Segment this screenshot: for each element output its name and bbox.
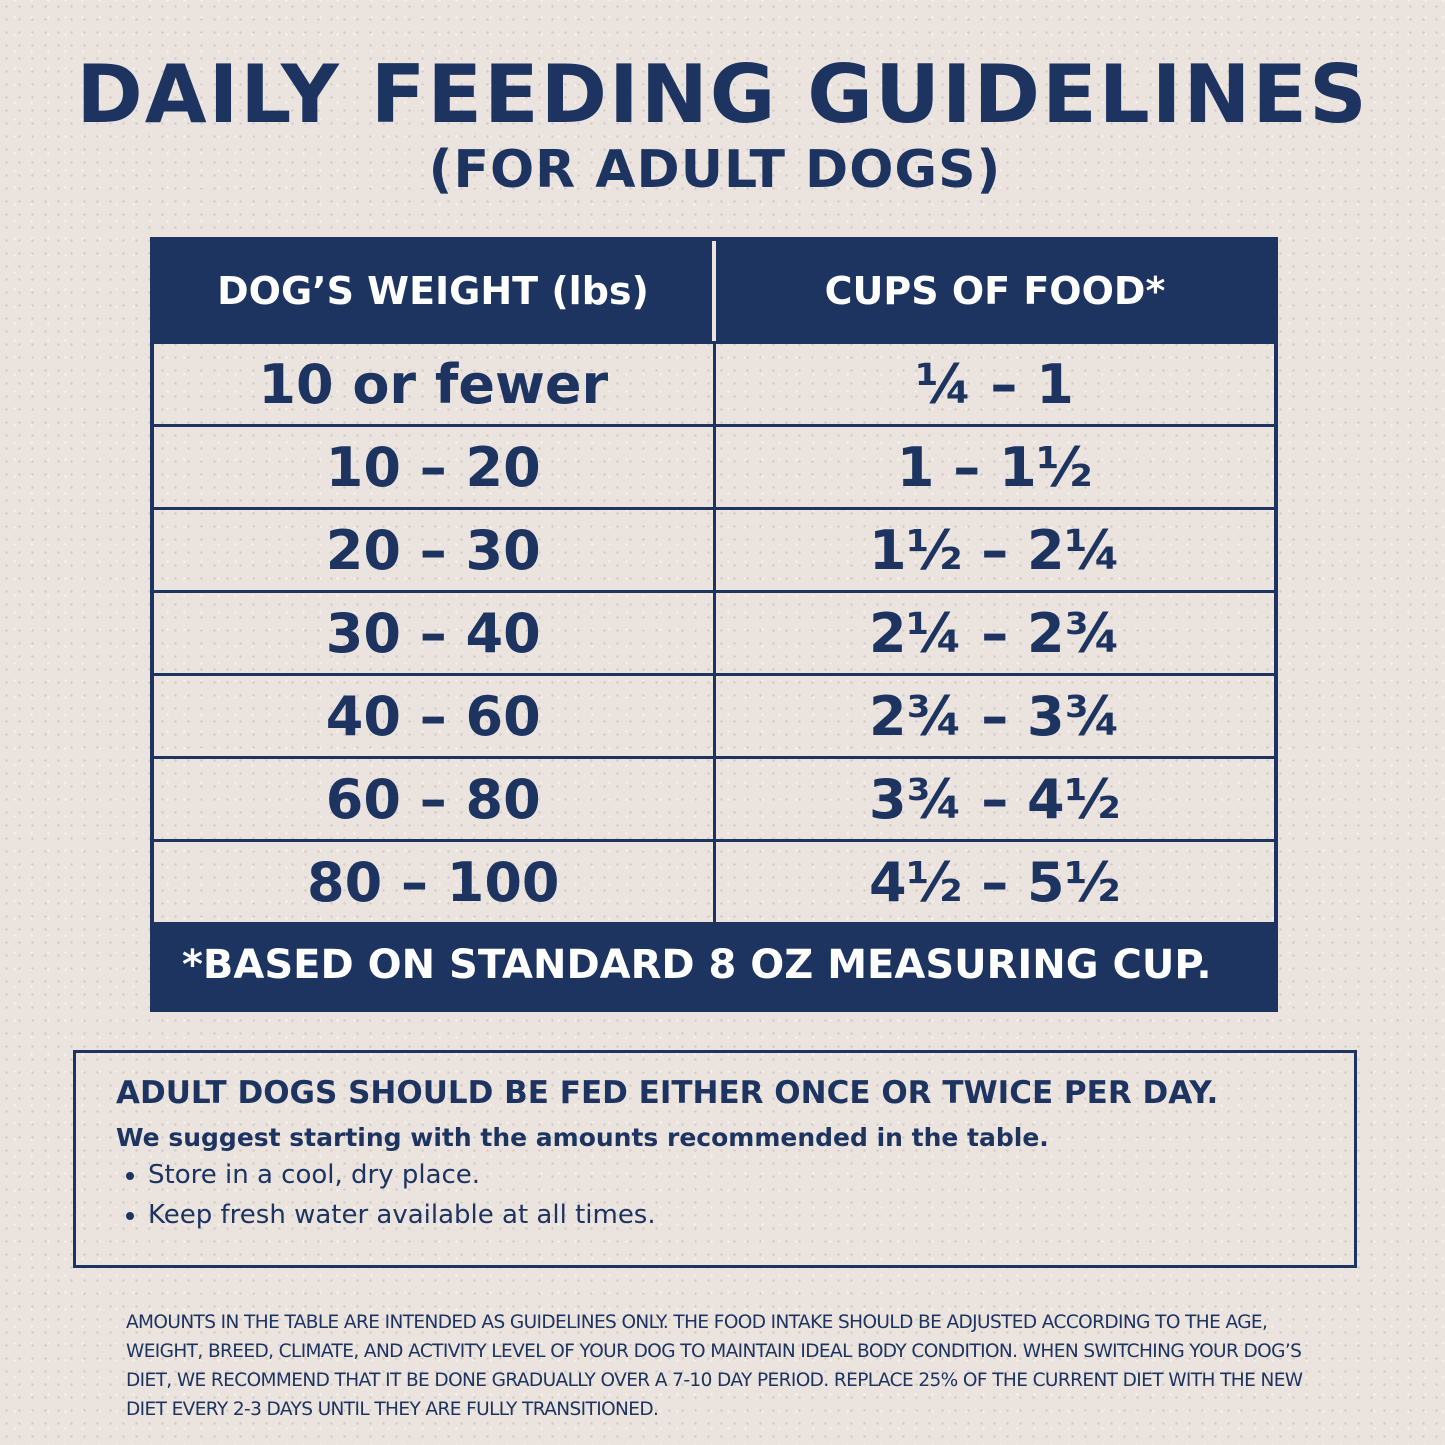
- table-row: 10 or fewer ¼ – 1: [154, 341, 1274, 424]
- table-cell: 4½ – 5½: [868, 850, 1121, 914]
- table-cell: 20 – 30: [154, 510, 716, 590]
- table-cell: 2¼ – 2¾: [868, 601, 1121, 665]
- info-box: ADULT DOGS SHOULD BE FED EITHER ONCE OR …: [73, 1050, 1357, 1268]
- table-cell: 60 – 80: [154, 759, 716, 839]
- bullet: Keep fresh water available at all times.: [148, 1200, 1354, 1230]
- table-row: 10 – 20 1 – 1½: [154, 424, 1274, 507]
- table-cell: 1 – 1½: [896, 435, 1093, 499]
- table-row: 60 – 80 3¾ – 4½: [154, 756, 1274, 839]
- bullet: Store in a cool, dry place.: [148, 1160, 1354, 1190]
- info-subheading: We suggest starting with the amounts rec…: [116, 1123, 1049, 1152]
- column-header: CUPS OF FOOD*: [824, 269, 1166, 313]
- table-row: 30 – 40 2¼ – 2¾: [154, 590, 1274, 673]
- table-row: 80 – 100 4½ – 5½: [154, 839, 1274, 922]
- subtitle: (FOR ADULT DOGS): [428, 140, 1002, 200]
- footnote: *BASED ON STANDARD 8 OZ MEASURING CUP.: [154, 922, 1274, 1008]
- column-header: DOG’S WEIGHT (lbs): [154, 241, 716, 341]
- bullet-list: Store in a cool, dry place. Keep fresh wa…: [116, 1160, 1354, 1230]
- table-cell: ¼ – 1: [915, 352, 1074, 416]
- table-cell: 3¾ – 4½: [868, 767, 1121, 831]
- table-cell: 10 or fewer: [154, 344, 716, 424]
- info-heading: ADULT DOGS SHOULD BE FED EITHER ONCE OR …: [116, 1075, 1219, 1111]
- title: DAILY FEEDING GUIDELINES: [76, 48, 1369, 141]
- table-row: 40 – 60 2¾ – 3¾: [154, 673, 1274, 756]
- header-row: DOG’S WEIGHT (lbs) CUPS OF FOOD*: [154, 241, 1274, 341]
- table-cell: 2¾ – 3¾: [868, 684, 1121, 748]
- table-cell: 1½ – 2¼: [868, 518, 1121, 582]
- table-cell: 80 – 100: [154, 842, 716, 922]
- table-cell: 40 – 60: [154, 676, 716, 756]
- table-cell: 30 – 40: [154, 593, 716, 673]
- table-cell: 10 – 20: [154, 427, 716, 507]
- rows: 10 or fewer ¼ – 1 10 – 20 1 – 1½ 20 – 30 1½ –…: [154, 341, 1274, 922]
- disclaimer: Amounts in the table are intended as gui…: [126, 1312, 1303, 1420]
- table-row: 20 – 30 1½ – 2¼: [154, 507, 1274, 590]
- table: DOG’S WEIGHT (lbs) CUPS OF FOOD* 10 or f…: [150, 237, 1278, 1012]
